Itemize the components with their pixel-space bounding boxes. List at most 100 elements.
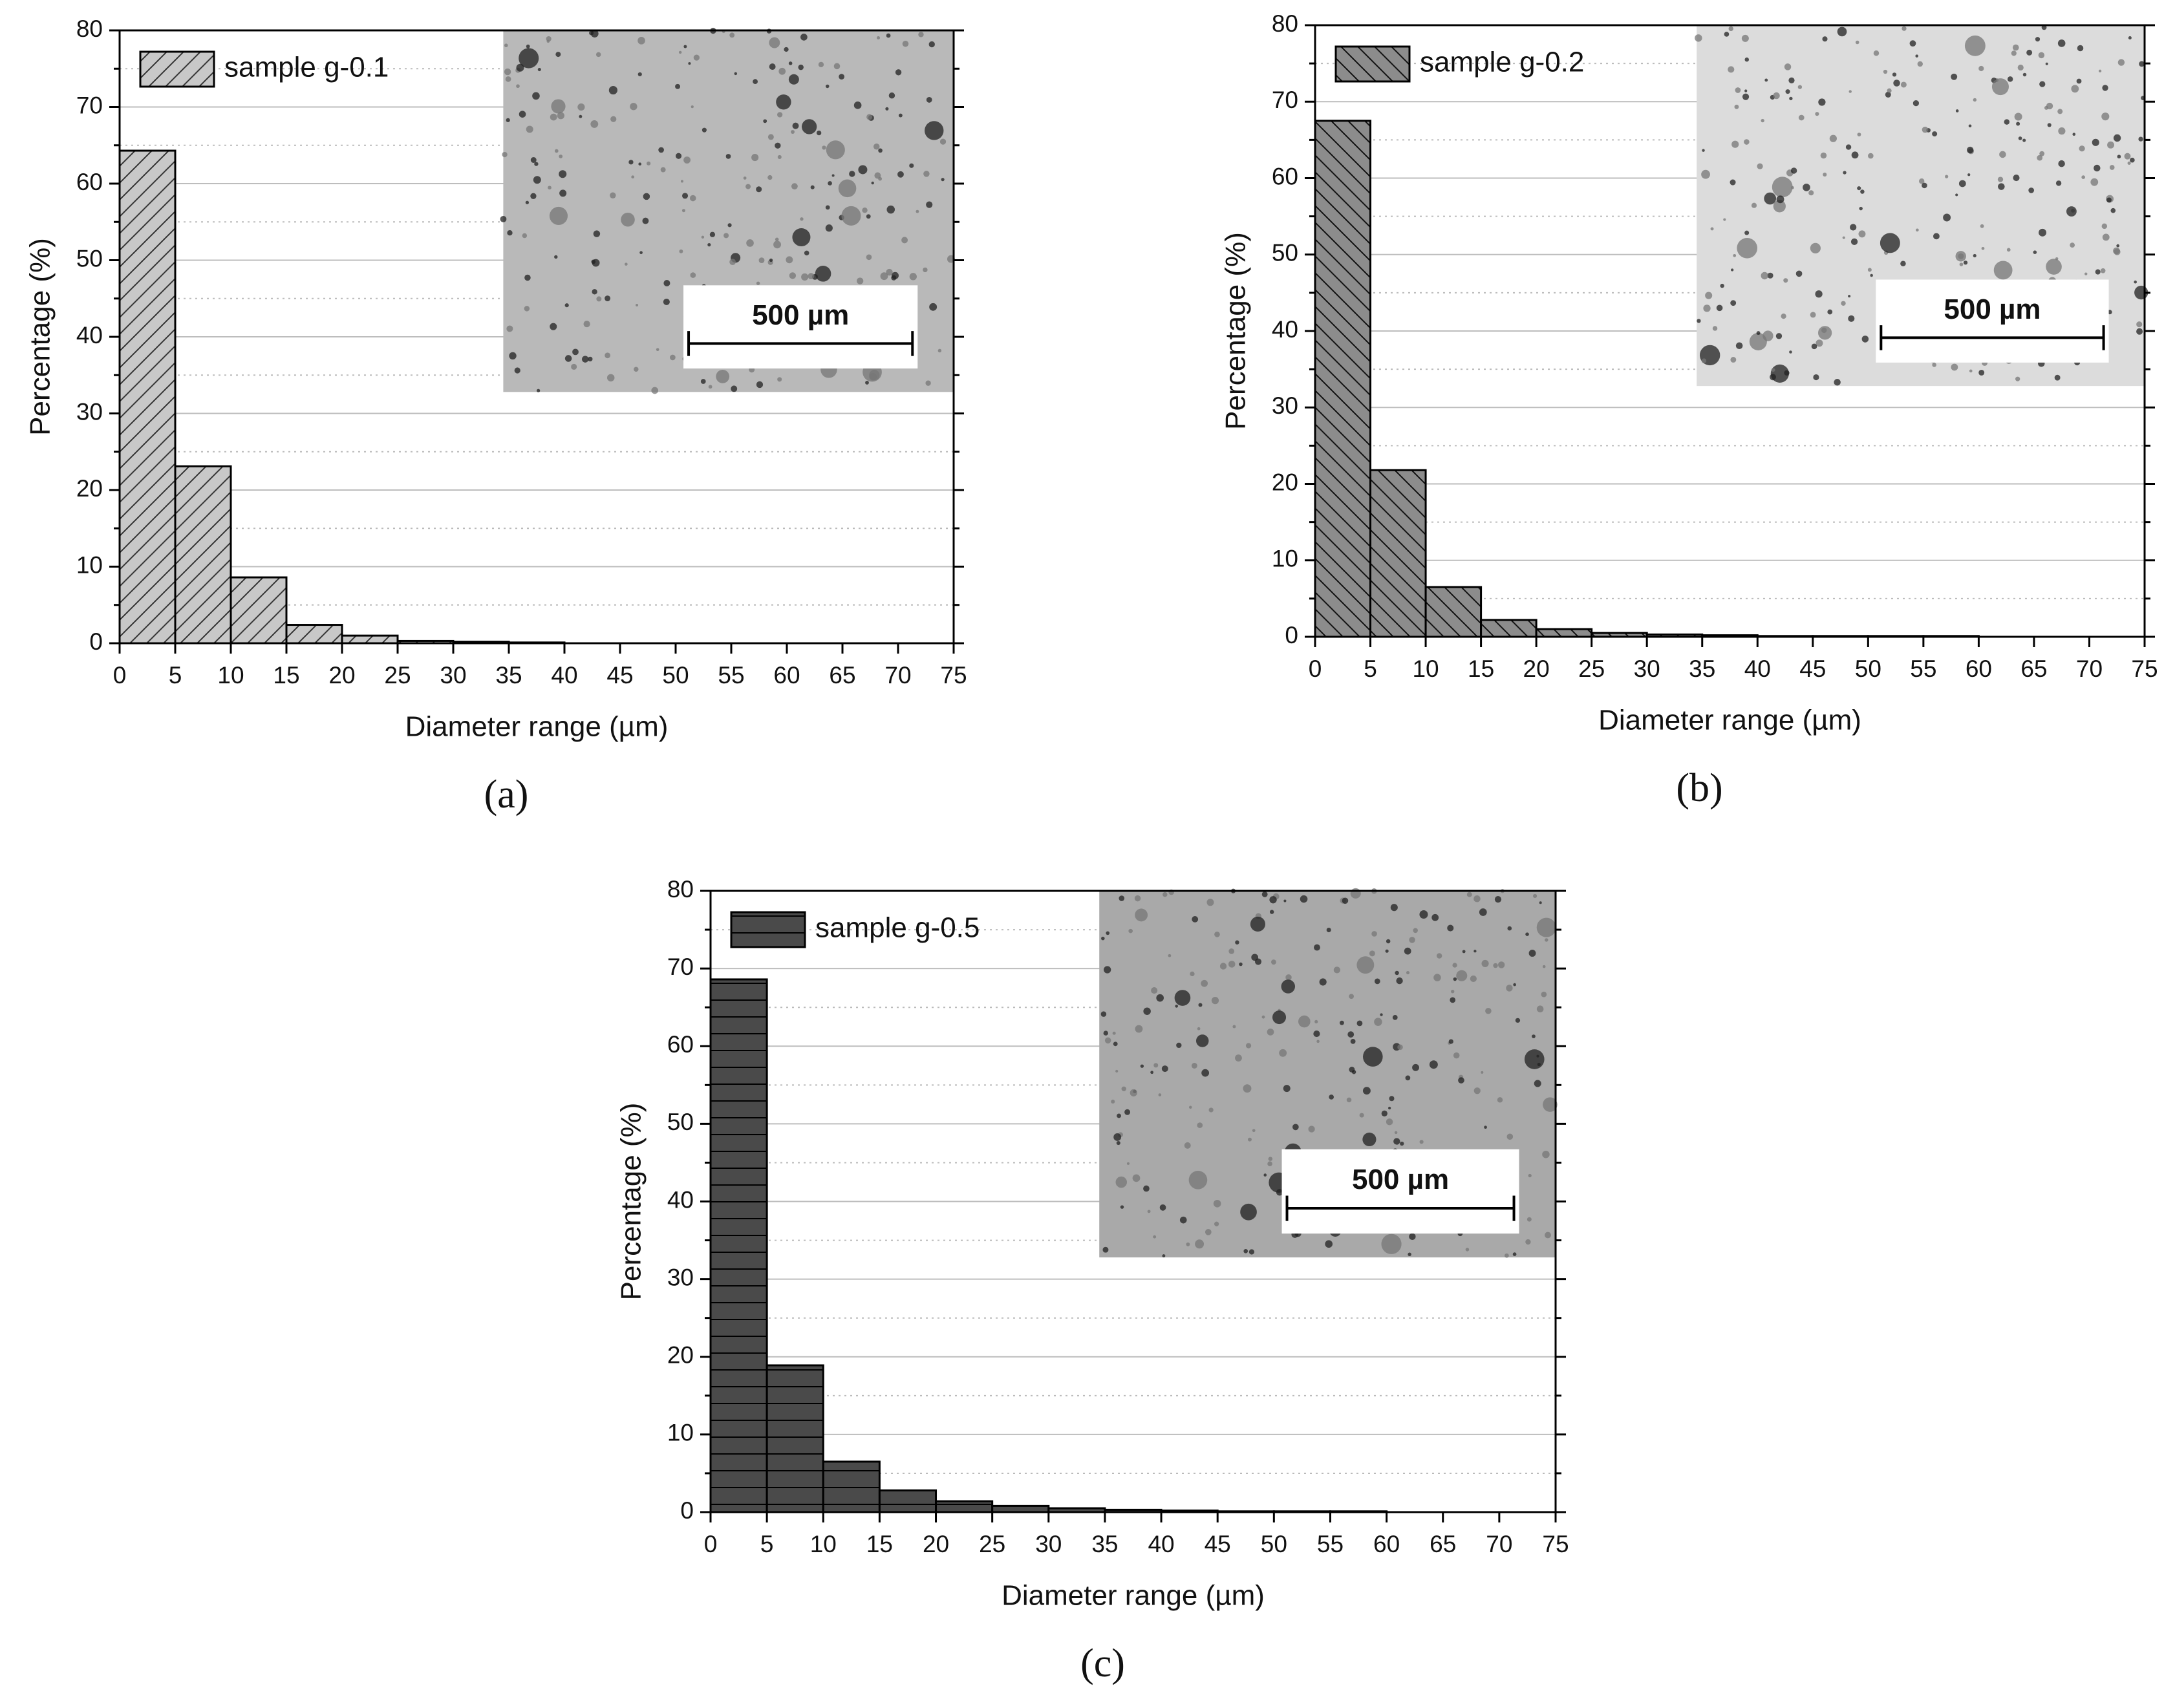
y-axis-title: Percentage (%): [1220, 232, 1252, 430]
legend-label: sample g-0.2: [1420, 47, 1584, 78]
y-tick-label: 50: [76, 245, 103, 272]
x-tick-label: 20: [923, 1531, 949, 1557]
y-tick-label: 80: [667, 876, 694, 902]
x-tick-label: 50: [662, 662, 689, 689]
y-tick-label: 30: [76, 398, 103, 425]
x-tick-label: 10: [1412, 656, 1439, 682]
y-tick-label: 0: [680, 1497, 694, 1524]
x-tick-label: 15: [273, 662, 299, 689]
x-tick-label: 70: [2076, 656, 2103, 682]
x-tick-label: 35: [1091, 1531, 1118, 1557]
scale-bar: [687, 331, 914, 356]
x-tick-label: 50: [1855, 656, 1881, 682]
legend-label: sample g-0.1: [224, 52, 389, 83]
bar: [822, 1460, 881, 1513]
y-tick-label: 10: [667, 1420, 694, 1446]
x-tick-label: 10: [217, 662, 244, 689]
scale-bar-label: 500 µm: [1352, 1164, 1449, 1195]
scale-bar-label: 500 µm: [1944, 294, 2041, 325]
x-tick-label: 75: [940, 662, 967, 689]
x-tick-label: 40: [1148, 1531, 1174, 1557]
x-tick-label: 15: [1468, 656, 1494, 682]
x-tick-label: 0: [113, 662, 127, 689]
y-axis-title: Percentage (%): [25, 238, 56, 436]
x-tick-label: 40: [1744, 656, 1771, 682]
y-tick-label: 80: [76, 16, 103, 42]
x-tick-label: 5: [760, 1531, 774, 1557]
x-tick-label: 75: [2131, 656, 2158, 682]
x-tick-label: 75: [1542, 1531, 1569, 1557]
y-tick-label: 70: [667, 954, 694, 980]
chart: 500 µm sample g-0.5 0 10 20 30 40 50 60 70 80 0 5 10 1…: [616, 876, 1569, 1685]
x-tick-label: 35: [495, 662, 522, 689]
x-axis-title: Diameter range (µm): [1598, 705, 1861, 736]
y-tick-label: 20: [1272, 469, 1298, 495]
legend-swatch: [139, 50, 215, 88]
x-tick-label: 60: [1966, 656, 1992, 682]
x-tick-label: 60: [1373, 1531, 1400, 1557]
x-tick-label: 5: [1364, 656, 1377, 682]
x-tick-label: 70: [884, 662, 911, 689]
x-tick-label: 10: [810, 1531, 837, 1557]
x-tick-label: 30: [440, 662, 466, 689]
y-tick-label: 40: [1272, 316, 1298, 343]
legend-swatch: [1334, 45, 1411, 83]
y-tick-label: 60: [667, 1031, 694, 1058]
bar: [935, 1500, 994, 1513]
y-tick-label: 30: [1272, 392, 1298, 419]
y-tick-label: 50: [667, 1109, 694, 1135]
x-tick-label: 20: [328, 662, 355, 689]
micrograph-inset: 500 µm: [1695, 25, 2148, 387]
scale-bar-box: [1281, 1149, 1519, 1234]
y-tick-label: 10: [1272, 546, 1298, 572]
x-tick-label: 65: [2020, 656, 2047, 682]
bar: [118, 149, 177, 645]
y-tick-label: 10: [76, 551, 103, 578]
x-tick-label: 55: [1910, 656, 1936, 682]
panel-label: (a): [484, 773, 529, 817]
x-tick-label: 70: [1486, 1531, 1512, 1557]
panel-label: (c): [1080, 1641, 1125, 1685]
x-tick-label: 5: [169, 662, 182, 689]
bar: [766, 1364, 824, 1513]
bar: [1369, 469, 1427, 638]
x-tick-label: 65: [829, 662, 855, 689]
bar: [230, 576, 288, 645]
micrograph-inset: 500 µm: [1099, 888, 1558, 1258]
legend-swatch: [730, 911, 806, 948]
chart: 500 µm sample g-0.2 0 10 20 30 40 50 60 70 80 0 5 10 1…: [1220, 10, 2158, 810]
bar: [285, 624, 343, 645]
y-tick-label: 0: [1285, 622, 1298, 648]
micrograph-inset: 500 µm: [500, 27, 955, 394]
bar: [1535, 628, 1593, 638]
x-tick-label: 35: [1689, 656, 1715, 682]
scale-bar: [1285, 1195, 1516, 1221]
x-tick-label: 15: [866, 1531, 893, 1557]
x-tick-label: 60: [773, 662, 800, 689]
y-tick-label: 50: [1272, 240, 1298, 266]
x-tick-label: 25: [1578, 656, 1605, 682]
y-tick-label: 70: [1272, 87, 1298, 113]
x-tick-label: 30: [1634, 656, 1660, 682]
x-tick-label: 0: [1309, 656, 1322, 682]
x-tick-label: 0: [704, 1531, 718, 1557]
x-tick-label: 20: [1523, 656, 1550, 682]
panel-label: (b): [1676, 766, 1722, 810]
x-tick-label: 45: [1799, 656, 1826, 682]
x-axis-title: Diameter range (µm): [1002, 1580, 1265, 1612]
y-tick-label: 60: [1272, 163, 1298, 189]
bar: [341, 634, 399, 645]
y-tick-label: 30: [667, 1264, 694, 1290]
y-tick-label: 40: [667, 1186, 694, 1213]
bar: [1314, 120, 1372, 638]
x-tick-label: 65: [1430, 1531, 1456, 1557]
bar: [878, 1489, 938, 1513]
bar: [1424, 586, 1483, 638]
y-tick-label: 40: [76, 322, 103, 348]
x-tick-label: 50: [1261, 1531, 1287, 1557]
y-tick-label: 60: [76, 169, 103, 195]
scale-bar-label: 500 µm: [752, 299, 849, 331]
bar: [174, 465, 232, 645]
bar: [709, 978, 768, 1513]
